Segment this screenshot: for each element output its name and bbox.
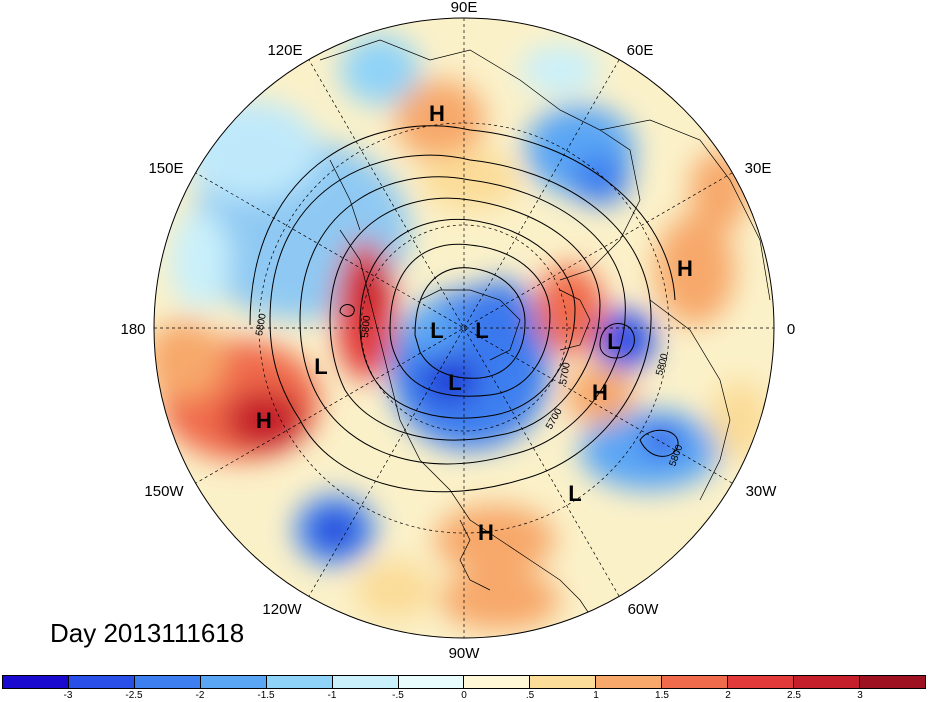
colorbar-swatch	[134, 676, 201, 688]
graticule	[154, 18, 774, 638]
lon-label-60w: 60W	[628, 601, 660, 618]
colorbar-tick-label: -.5	[392, 690, 404, 701]
colorbar-tick-label: 3	[857, 690, 863, 701]
contour-label: 5800	[254, 312, 269, 336]
colorbar-tick-labels: -3 -2.5 -2 -1.5 -1 -.5 0 .5 1 1.5 2 2.5 3	[2, 690, 926, 702]
lon-label-0: 0	[787, 321, 795, 338]
lon-label-90w: 90W	[449, 645, 481, 662]
colorbar-swatch	[464, 676, 531, 688]
colorbar-swatch	[728, 676, 795, 688]
pressure-center-marker: H	[256, 408, 272, 433]
contour-label: 5700	[558, 361, 573, 385]
pressure-center-marker: L	[314, 354, 327, 379]
pressure-center-marker: H	[677, 256, 693, 281]
lon-label-120w: 120W	[262, 601, 302, 618]
lon-label-180: 180	[120, 321, 145, 338]
colorbar-tick-label: 1	[593, 690, 599, 701]
colorbar-tick-label: -2.5	[125, 690, 143, 701]
anomaly-field	[154, 18, 774, 638]
pressure-center-marker: L	[430, 318, 443, 343]
pressure-center-marker: L	[568, 481, 581, 506]
pressure-center-marker: H	[429, 101, 445, 126]
pressure-center-marker: H	[478, 520, 494, 545]
colorbar-swatch	[332, 676, 399, 688]
colorbar-tick-label: 1.5	[655, 690, 669, 701]
lon-label-60e: 60E	[627, 42, 654, 59]
lon-label-120e: 120E	[267, 42, 302, 59]
colorbar-swatch	[68, 676, 135, 688]
colorbar-swatch	[200, 676, 267, 688]
colorbar-tick-label: -2	[195, 690, 205, 701]
colorbar-swatch	[794, 676, 860, 688]
map-border	[153, 17, 775, 639]
colorbar-tick-label: 2.5	[787, 690, 801, 701]
lon-label-30w: 30W	[746, 483, 778, 500]
colorbar-swatch	[3, 676, 69, 688]
date-title: Day 2013111618	[50, 618, 245, 648]
colorbar-swatch	[596, 676, 663, 688]
colorbar-tick-label: 0	[461, 690, 467, 701]
colorbar-swatch	[662, 676, 729, 688]
height-contours	[249, 125, 679, 493]
colorbar-tick-label: -3	[63, 690, 73, 701]
lon-label-30e: 30E	[745, 160, 772, 177]
lon-label-150e: 150E	[148, 160, 183, 177]
colorbar-tick-label: .5	[525, 690, 535, 701]
pressure-center-marker: L	[475, 318, 488, 343]
lon-label-90e: 90E	[451, 0, 478, 16]
colorbar-tick-label: -1	[327, 690, 337, 701]
colorbar-swatch	[530, 676, 597, 688]
colorbar-swatch	[398, 676, 465, 688]
pressure-center-marker: L	[607, 329, 620, 354]
colorbar-swatch	[266, 676, 333, 688]
coastlines	[319, 39, 771, 631]
colorbar-tick-label: 2	[725, 690, 731, 701]
colorbar-swatch	[859, 676, 925, 688]
pressure-center-marker: H	[592, 380, 608, 405]
lon-label-150w: 150W	[144, 483, 184, 500]
pressure-center-marker: L	[448, 370, 461, 395]
contour-label: 5800	[360, 315, 373, 339]
colorbar	[2, 675, 926, 689]
colorbar-tick-label: -1.5	[257, 690, 275, 701]
